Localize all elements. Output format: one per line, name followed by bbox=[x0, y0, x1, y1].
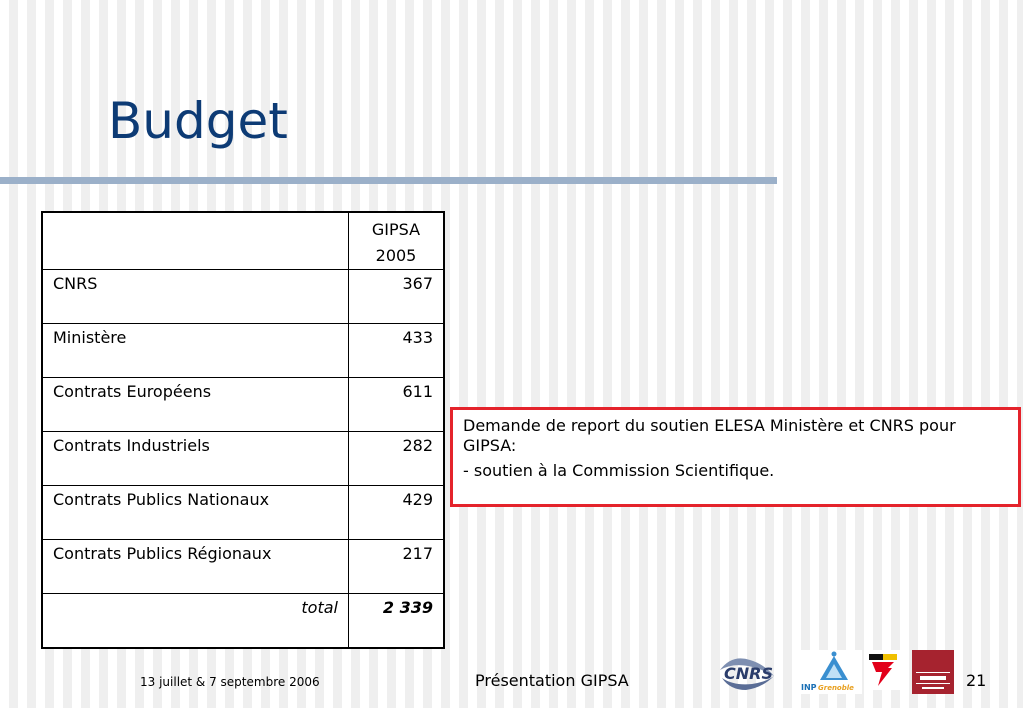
row-label: CNRS bbox=[41, 269, 349, 324]
universite-stendhal-logo bbox=[912, 650, 954, 694]
row-value: 282 bbox=[348, 431, 445, 486]
note-line-1: Demande de report du soutien ELESA Minis… bbox=[463, 416, 956, 455]
row-label: Contrats Publics Régionaux bbox=[41, 539, 349, 594]
footer-date: 13 juillet & 7 septembre 2006 bbox=[140, 675, 320, 689]
note-box: Demande de report du soutien ELESA Minis… bbox=[450, 407, 1021, 507]
header-empty-cell bbox=[41, 211, 349, 270]
header-gipsa-2005: GIPSA 2005 bbox=[348, 211, 445, 270]
cnrs-logo: CNRS bbox=[720, 658, 774, 690]
table-row: Contrats Publics Régionaux 217 bbox=[41, 539, 445, 594]
header-line-1: GIPSA bbox=[371, 220, 421, 239]
row-value: 433 bbox=[348, 323, 445, 378]
page-number: 21 bbox=[966, 671, 987, 690]
row-value: 367 bbox=[348, 269, 445, 324]
ujf-logo bbox=[866, 650, 900, 690]
svg-text:Grenoble: Grenoble bbox=[818, 684, 854, 692]
svg-text:INP: INP bbox=[801, 683, 817, 692]
slide-title: Budget bbox=[108, 92, 288, 150]
row-value: 217 bbox=[348, 539, 445, 594]
table-row: Contrats Européens 611 bbox=[41, 377, 445, 432]
total-value: 2 339 bbox=[348, 593, 445, 648]
table-row: CNRS 367 bbox=[41, 269, 445, 324]
total-label: total bbox=[41, 593, 349, 648]
table-total-row: total 2 339 bbox=[41, 593, 445, 648]
row-label: Contrats Européens bbox=[41, 377, 349, 432]
row-label: Ministère bbox=[41, 323, 349, 378]
row-value: 429 bbox=[348, 485, 445, 540]
table-row: Contrats Industriels 282 bbox=[41, 431, 445, 486]
footer-presentation: Présentation GIPSA bbox=[475, 671, 629, 690]
row-label: Contrats Industriels bbox=[41, 431, 349, 486]
row-label: Contrats Publics Nationaux bbox=[41, 485, 349, 540]
svg-text:CNRS: CNRS bbox=[724, 664, 773, 683]
table-header-row: GIPSA 2005 bbox=[41, 211, 445, 270]
inp-grenoble-logo: INP Grenoble bbox=[800, 650, 862, 694]
table-row: Ministère 433 bbox=[41, 323, 445, 378]
title-underline bbox=[0, 177, 777, 184]
table-row: Contrats Publics Nationaux 429 bbox=[41, 485, 445, 540]
note-line-2: - soutien à la Commission Scientifique. bbox=[463, 461, 775, 480]
header-line-2: 2005 bbox=[375, 246, 417, 265]
budget-table: GIPSA 2005 CNRS 367 Ministère 433 Contra… bbox=[41, 211, 445, 649]
row-value: 611 bbox=[348, 377, 445, 432]
